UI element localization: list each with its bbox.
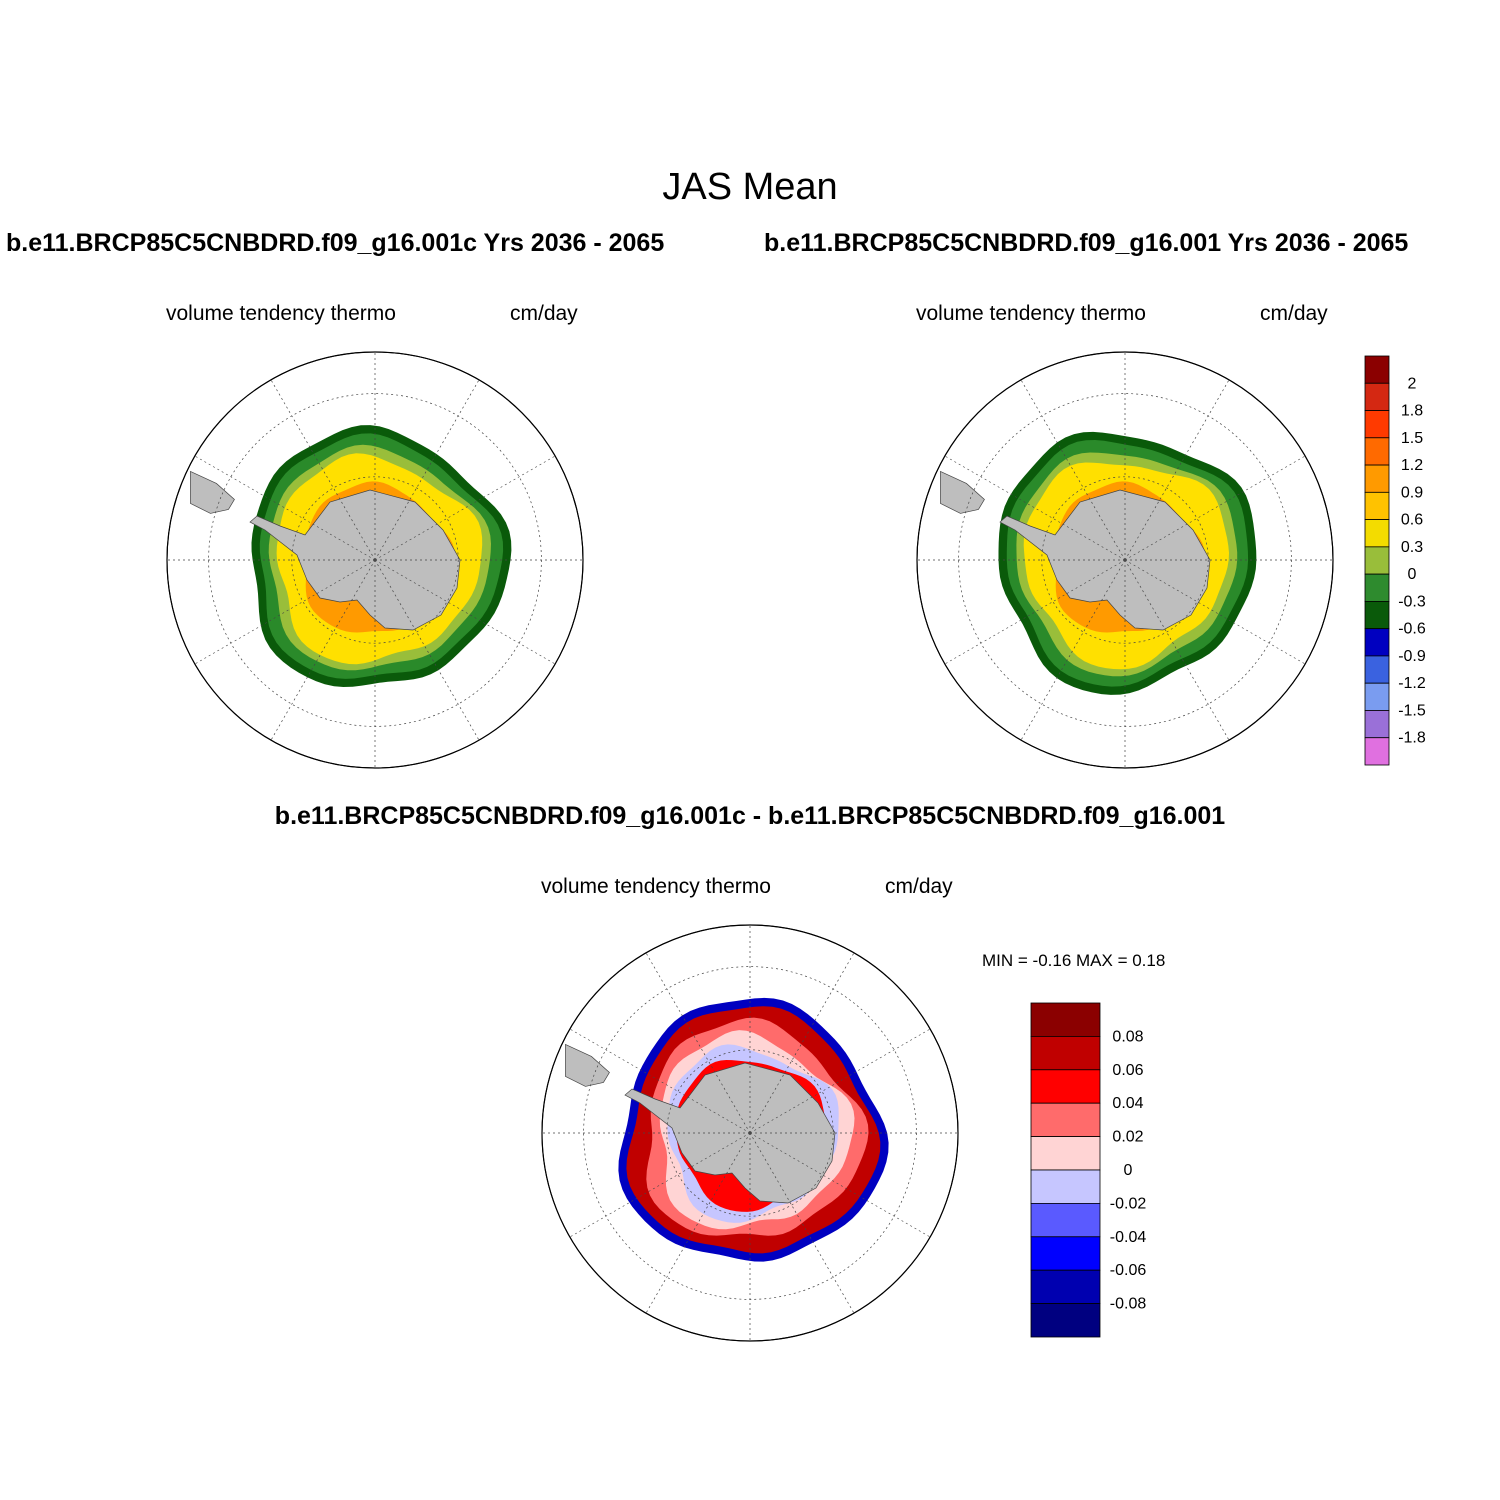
colorbar-main-box	[1364, 737, 1390, 766]
colorbar-diff-label: 0	[1124, 1162, 1133, 1179]
colorbar-diff-label: -0.04	[1110, 1229, 1147, 1246]
south-america-tip	[565, 1043, 610, 1087]
colorbar-main-box	[1364, 546, 1390, 575]
colorbar-diff-label: -0.06	[1110, 1262, 1147, 1279]
panel2-units: cm/day	[1260, 302, 1328, 325]
colorbar-diff-box	[1030, 1136, 1101, 1171]
colorbar-main-box	[1364, 601, 1390, 630]
polar-map-1	[166, 351, 584, 769]
case1-title: b.e11.BRCP85C5CNBDRD.f09_g16.001c Yrs 20…	[6, 229, 665, 257]
colorbar-main-label: 1.5	[1401, 430, 1423, 447]
colorbar-main-box	[1364, 628, 1390, 657]
polar-map-3	[541, 924, 959, 1342]
panel3-units: cm/day	[885, 875, 953, 898]
colorbar-diff-box	[1030, 1002, 1101, 1037]
colorbar-main-label: 1.8	[1401, 403, 1423, 420]
min-max-label: MIN = -0.16 MAX = 0.18	[982, 951, 1166, 970]
colorbar-main-label: 0.9	[1401, 484, 1423, 501]
colorbar-diff-label: 0.06	[1112, 1062, 1143, 1079]
panel3-variable: volume tendency thermo	[541, 875, 771, 898]
colorbar-diff-label: 0.08	[1112, 1028, 1143, 1045]
colorbar-main-box	[1364, 464, 1390, 493]
panel1-variable: volume tendency thermo	[166, 302, 396, 325]
latitude-circle	[1041, 476, 1209, 644]
colorbar-main-label: -0.3	[1398, 593, 1426, 610]
colorbar-main-label: 1.2	[1401, 457, 1423, 474]
map-outline	[166, 351, 584, 769]
panel2-variable: volume tendency thermo	[916, 302, 1146, 325]
colorbar-main-label: -0.9	[1398, 648, 1426, 665]
latitude-circle	[666, 1049, 834, 1217]
colorbar-main-box	[1364, 519, 1390, 548]
colorbar-main-box	[1364, 382, 1390, 411]
colorbar-diff-box	[1030, 1236, 1101, 1271]
colorbar-diff-box	[1030, 1036, 1101, 1071]
south-america-tip	[940, 470, 985, 514]
colorbar-main-label: 0	[1408, 566, 1417, 583]
colorbar-diff-box	[1030, 1303, 1101, 1338]
colorbar-main-label: -1.5	[1398, 702, 1426, 719]
polar-map-2	[916, 351, 1334, 769]
panel1-units: cm/day	[510, 302, 578, 325]
colorbar-diff-label: 0.02	[1112, 1129, 1143, 1146]
colorbar-main-box	[1364, 437, 1390, 466]
colorbar-main-label: 2	[1408, 375, 1417, 392]
figure-title: JAS Mean	[662, 166, 838, 208]
colorbar-main-label: -1.8	[1398, 730, 1426, 747]
map-outline	[541, 924, 959, 1342]
colorbar-diff-label: -0.02	[1110, 1195, 1147, 1212]
colorbar-main-box	[1364, 682, 1390, 711]
colorbar-diff-label: 0.04	[1112, 1095, 1143, 1112]
colorbar-main-box	[1364, 573, 1390, 602]
map-outline	[916, 351, 1334, 769]
colorbar-main-box	[1364, 491, 1390, 521]
south-america-tip	[190, 470, 235, 514]
colorbar-diff-box	[1030, 1269, 1101, 1304]
colorbar-diff-box	[1030, 1169, 1101, 1204]
colorbar-main-label: 0.3	[1401, 539, 1423, 556]
colorbar-main-box	[1364, 710, 1390, 739]
colorbar-diff-box	[1030, 1069, 1101, 1104]
colorbar-main-box	[1364, 410, 1390, 439]
diff-title: b.e11.BRCP85C5CNBDRD.f09_g16.001c - b.e1…	[274, 802, 1226, 830]
colorbar-diff-box	[1030, 1203, 1101, 1238]
colorbar-main-box	[1364, 355, 1390, 384]
case2-title: b.e11.BRCP85C5CNBDRD.f09_g16.001 Yrs 203…	[764, 229, 1409, 257]
colorbar-main-box	[1364, 655, 1390, 684]
colorbar-main-label: -1.2	[1398, 675, 1426, 692]
colorbar-diff-label: -0.08	[1110, 1296, 1147, 1313]
colorbar-main-label: 0.6	[1401, 512, 1423, 529]
colorbar-main-label: -0.6	[1398, 621, 1426, 638]
latitude-circle	[291, 476, 459, 644]
colorbar-diff-box	[1030, 1102, 1101, 1137]
